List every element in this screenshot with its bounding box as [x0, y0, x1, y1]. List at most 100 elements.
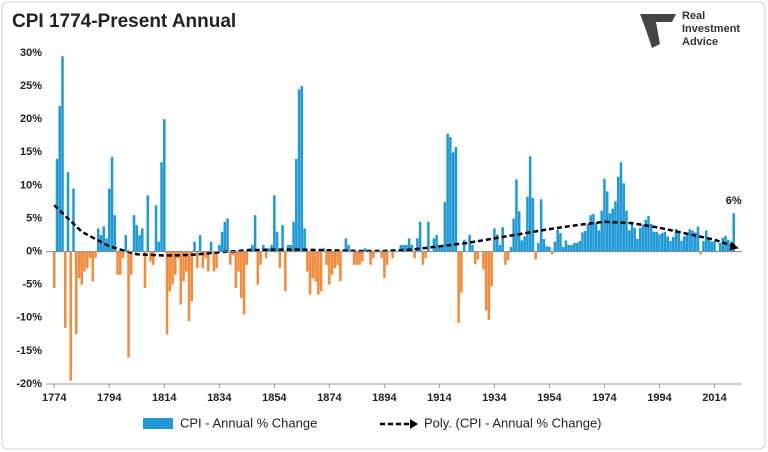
bar [443, 201, 447, 252]
bar [196, 251, 199, 269]
bar [704, 230, 708, 252]
bar [641, 224, 645, 252]
bar [446, 133, 449, 252]
bar [138, 235, 141, 252]
bar [575, 242, 579, 252]
bar [168, 251, 172, 292]
bar [262, 244, 265, 252]
bar [209, 241, 213, 252]
bar [286, 244, 290, 252]
bar [482, 251, 485, 270]
bar [306, 251, 309, 272]
bar [383, 251, 386, 279]
bar [281, 225, 284, 252]
bar [696, 226, 700, 252]
bar [589, 215, 592, 252]
y-tick-label: 25% [20, 80, 42, 92]
chart-title: CPI 1774-Present Annual [12, 11, 236, 32]
bar [572, 242, 576, 252]
bar [358, 251, 361, 265]
bar [501, 227, 504, 252]
bar [391, 251, 394, 259]
bar [550, 251, 554, 255]
bar [424, 251, 427, 259]
bar [732, 213, 736, 252]
bar [545, 246, 548, 252]
bar [506, 251, 510, 261]
bar [363, 248, 367, 252]
bar [460, 251, 463, 293]
bar [597, 230, 601, 252]
bar [699, 251, 703, 255]
bar [355, 251, 359, 265]
bar [509, 246, 513, 252]
bar [69, 251, 73, 381]
bar [83, 251, 86, 272]
bar [710, 241, 714, 252]
bar [267, 248, 271, 252]
bar [152, 251, 155, 265]
bar [517, 211, 521, 252]
bar [674, 229, 678, 252]
bar [713, 241, 716, 252]
bar [592, 213, 595, 252]
y-tick-label: -5% [22, 279, 42, 291]
bar [614, 201, 617, 252]
bar [644, 219, 647, 252]
bar [399, 244, 403, 252]
bar [77, 251, 81, 279]
bar [586, 223, 590, 252]
bar [146, 195, 150, 252]
bar [630, 223, 634, 252]
bar [207, 251, 210, 272]
bar [372, 251, 375, 259]
bar [231, 251, 235, 255]
bar [88, 251, 92, 259]
x-tick-label: 1934 [482, 392, 507, 404]
bar [680, 241, 683, 252]
bar [256, 251, 260, 285]
bar [534, 251, 537, 260]
bar [190, 251, 194, 302]
bar [317, 251, 320, 295]
bar [193, 241, 196, 252]
bar [663, 231, 667, 252]
bar [339, 251, 342, 282]
legend-arrow [410, 419, 418, 429]
bar [608, 213, 612, 252]
bar [116, 251, 119, 275]
bar [553, 241, 557, 252]
bar [418, 221, 422, 252]
bar [311, 251, 315, 279]
bar [80, 251, 84, 285]
logo-text: Investment [682, 23, 740, 35]
bar [405, 244, 408, 252]
bar [85, 251, 89, 269]
logo-text: Real [682, 10, 705, 22]
bar [215, 251, 218, 269]
bar [556, 229, 559, 252]
bar [303, 228, 306, 252]
arrow-head [729, 241, 739, 251]
bar [74, 251, 78, 335]
bar [449, 137, 452, 252]
bar [473, 251, 477, 265]
bar [251, 244, 254, 252]
bar [638, 227, 642, 252]
bar [559, 233, 562, 252]
bar [402, 244, 405, 252]
x-tick-label: 1814 [152, 392, 177, 404]
bar [484, 251, 488, 311]
y-tick-label: 0% [26, 246, 42, 258]
bar [671, 237, 675, 252]
bar [102, 226, 106, 252]
bar [130, 251, 133, 275]
bar [561, 246, 565, 252]
bar [600, 210, 603, 252]
bar [157, 241, 161, 252]
bar [520, 240, 524, 252]
bar [160, 162, 163, 252]
bar [677, 233, 680, 252]
bar [721, 237, 725, 252]
